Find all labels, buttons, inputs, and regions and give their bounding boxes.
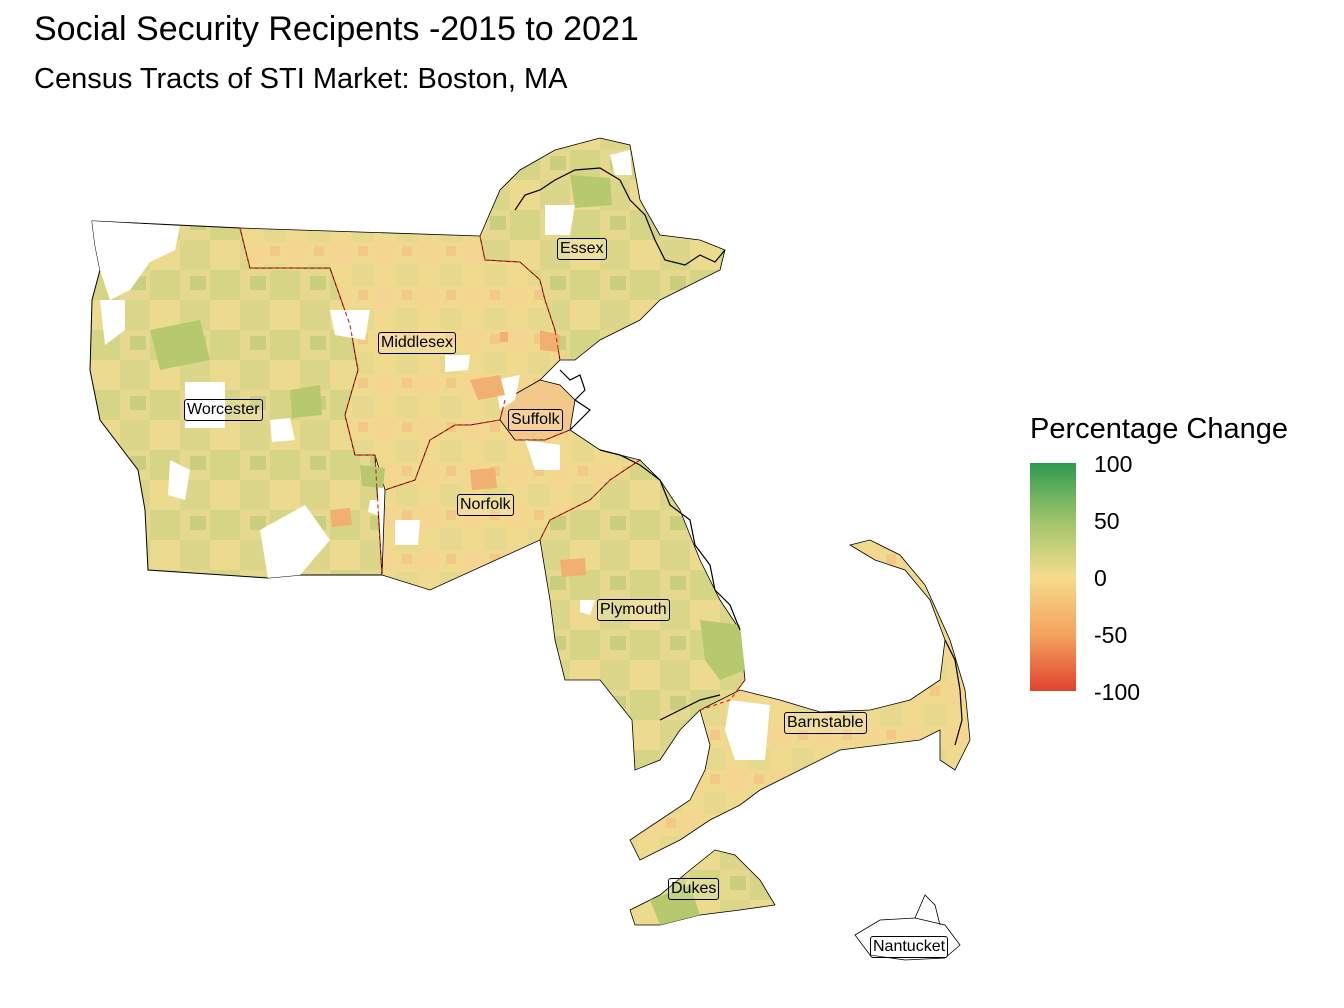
legend-color-bar <box>1030 463 1076 691</box>
legend-tick-neg50: -50 <box>1094 622 1128 648</box>
legend-title: Percentage Change <box>1030 413 1288 445</box>
legend-tick-neg100: -100 <box>1094 679 1141 705</box>
nantucket-county-area <box>854 917 961 961</box>
coastline <box>514 167 963 746</box>
county-borders <box>239 227 746 711</box>
county-label-dukes: Dukes <box>668 878 720 900</box>
low-change-tracts <box>330 330 586 577</box>
county-label-norfolk: Norfolk <box>457 494 514 516</box>
legend-tick-100: 100 <box>1094 451 1133 477</box>
legend-tick-50: 50 <box>1094 508 1120 534</box>
legend-tick-0: 0 <box>1094 565 1107 591</box>
color-legend: Percentage Change 100 50 0 -50 -100 <box>1030 413 1320 705</box>
map-title: Social Security Recipents -2015 to 2021 <box>34 10 639 48</box>
high-change-tracts <box>150 175 745 925</box>
county-label-nantucket: Nantucket <box>870 936 949 958</box>
county-label-barnstable: Barnstable <box>784 712 867 734</box>
county-label-suffolk: Suffolk <box>508 409 563 431</box>
county-label-plymouth: Plymouth <box>597 599 670 621</box>
county-label-essex: Essex <box>557 238 607 260</box>
barnstable-county-area <box>629 539 971 861</box>
county-label-worcester: Worcester <box>184 399 263 421</box>
nantucket-north-shore <box>914 894 941 926</box>
county-label-middlesex: Middlesex <box>378 332 457 354</box>
missing-data-areas <box>92 150 770 760</box>
map-subtitle: Census Tracts of STI Market: Boston, MA <box>34 63 568 95</box>
